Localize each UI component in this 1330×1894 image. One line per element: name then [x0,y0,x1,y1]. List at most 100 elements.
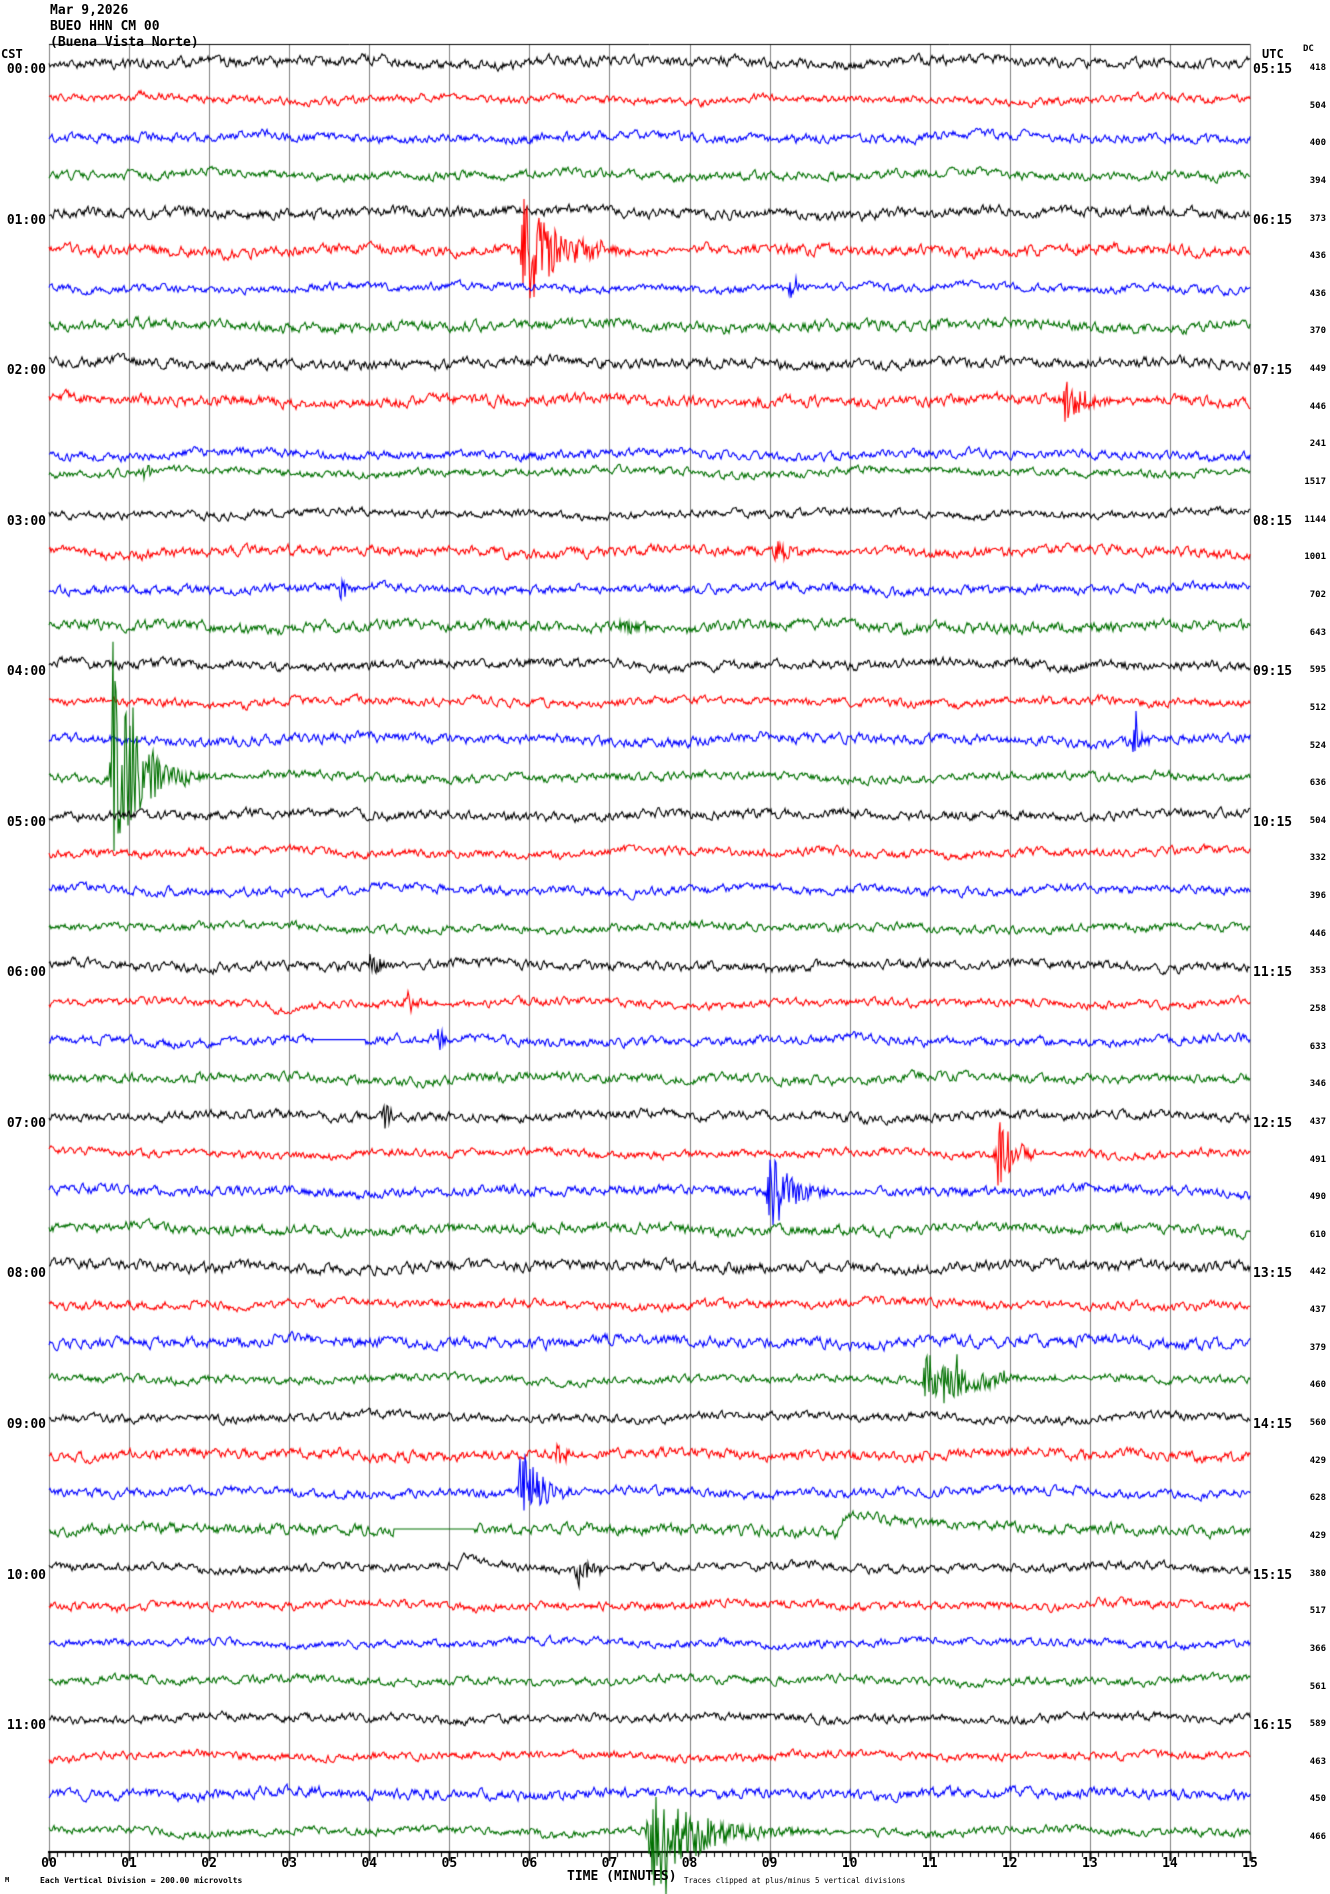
right-axis-header-utc: UTC [1262,47,1284,61]
dc-value: 504 [1309,100,1326,111]
x-axis-title: TIME (MINUTES) [567,1869,677,1884]
cst-hour-label: 08:00 [6,1266,46,1282]
station-name: (Buena Vista Norte) [50,35,199,50]
dc-value: 504 [1309,815,1326,826]
cst-hour-label: 10:00 [6,1567,46,1583]
x-tick-label: 08 [681,1856,698,1871]
x-tick-label: 07 [601,1856,618,1871]
dc-value: 463 [1309,1756,1326,1767]
dc-value: 1144 [1304,514,1326,525]
utc-hour-label: 05:15 [1253,62,1293,77]
dc-value: 491 [1309,1154,1326,1165]
dc-value: 241 [1309,439,1326,450]
dc-value: 512 [1309,702,1326,713]
cst-hour-label: 07:00 [6,1115,46,1131]
dc-value: 560 [1309,1418,1326,1429]
dc-value: 353 [1309,966,1326,977]
x-tick-label: 01 [121,1856,137,1871]
dc-value: 429 [1309,1455,1326,1466]
dc-value: 366 [1309,1643,1326,1654]
dc-value: 633 [1309,1041,1326,1052]
utc-hour-label: 14:15 [1253,1417,1293,1433]
utc-hour-label: 13:15 [1253,1266,1293,1282]
dc-value: 436 [1309,251,1326,262]
left-axis-header-cst: CST [1,47,23,61]
dc-value: 370 [1309,326,1326,337]
utc-hour-label: 09:15 [1253,664,1293,680]
x-tick-label: 14 [1162,1856,1178,1871]
dc-value: 460 [1309,1380,1326,1391]
dc-value: 595 [1309,665,1326,676]
utc-hour-label: 10:15 [1253,814,1293,830]
dc-value: 442 [1309,1267,1326,1278]
dc-value: 429 [1309,1530,1326,1541]
dc-value: 380 [1309,1568,1326,1579]
cst-hour-label: 06:00 [6,965,46,981]
dc-value: 449 [1309,364,1326,375]
dc-value: 446 [1309,928,1326,939]
cst-hour-label: 04:00 [6,664,46,680]
cst-hour-label: 01:00 [6,212,46,228]
x-tick-label: 09 [761,1856,778,1871]
dc-value: 258 [1309,1004,1326,1014]
x-tick-label: 10 [841,1856,858,1871]
dc-value: 466 [1309,1832,1326,1843]
dc-value: 346 [1309,1079,1326,1090]
utc-hour-label: 06:15 [1253,212,1293,228]
utc-hour-label: 15:15 [1253,1567,1293,1583]
utc-hour-label: 07:15 [1253,363,1293,379]
scale-note: Each Vertical Division = 200.00 microvol… [40,1876,243,1885]
dc-column-header: DC [1303,44,1314,54]
dc-value: 379 [1309,1342,1326,1353]
cst-hour-label: 11:00 [6,1718,46,1734]
x-tick-label: 02 [201,1856,217,1871]
dc-value: 1517 [1304,477,1326,488]
dc-value: 446 [1309,401,1326,412]
dc-value: 400 [1309,138,1326,149]
corner-mark: M [5,1876,10,1884]
dc-value: 418 [1309,63,1326,73]
dc-value: 610 [1309,1229,1326,1240]
utc-hour-label: 16:15 [1253,1718,1293,1734]
x-tick-label: 04 [361,1856,378,1871]
dc-value: 450 [1309,1794,1326,1805]
dc-value: 1001 [1304,552,1326,563]
dc-value: 517 [1309,1606,1326,1617]
dc-value: 643 [1309,627,1326,638]
station-code: BUEO HHN CM 00 [50,19,160,34]
cst-hour-label: 03:00 [6,513,46,529]
dc-value: 436 [1309,288,1326,299]
dc-value: 628 [1309,1493,1326,1504]
x-tick-label: 05 [441,1856,458,1871]
dc-value: 636 [1309,778,1326,789]
dc-value: 373 [1309,213,1326,224]
cst-hour-label: 00:00 [6,62,46,77]
x-tick-label: 03 [281,1856,298,1871]
utc-hour-label: 12:15 [1253,1115,1293,1131]
utc-hour-label: 08:15 [1253,513,1293,529]
dc-value: 490 [1309,1192,1326,1203]
x-tick-label: 13 [1082,1856,1098,1871]
utc-hour-label: 11:15 [1253,965,1293,981]
x-tick-label: 12 [1001,1856,1018,1871]
dc-value: 561 [1309,1681,1326,1692]
dc-value: 332 [1309,853,1326,864]
x-tick-label: 15 [1242,1856,1258,1871]
dc-value: 702 [1309,589,1326,600]
dc-value: 524 [1309,740,1326,751]
cst-hour-label: 05:00 [6,814,46,830]
dc-value: 437 [1309,1305,1326,1316]
x-tick-label: 06 [521,1856,538,1871]
cst-hour-label: 09:00 [6,1417,46,1433]
x-tick-label: 00 [41,1856,57,1871]
dc-value: 394 [1309,175,1326,186]
cst-hour-label: 02:00 [6,363,46,379]
dc-value: 396 [1309,891,1326,902]
plot-date: Mar 9,2026 [50,3,129,18]
dc-value: 589 [1309,1719,1326,1730]
x-tick-label: 11 [921,1856,938,1871]
clip-note: Traces clipped at plus/minus 5 vertical … [684,1876,906,1885]
dc-value: 437 [1309,1116,1326,1127]
